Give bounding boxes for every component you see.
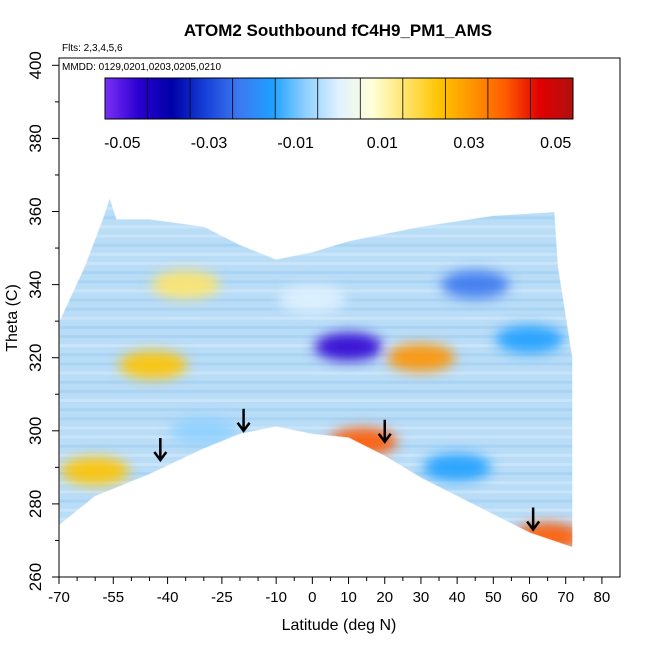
heatmap-feature xyxy=(423,453,492,482)
flight-arrow xyxy=(236,408,251,433)
heatmap-feature xyxy=(151,270,220,299)
x-tick-label: -70 xyxy=(48,589,70,606)
heatmap-band xyxy=(59,280,573,284)
heatmap-band xyxy=(59,426,573,430)
heatmap-feature xyxy=(119,351,188,380)
y-tick-label: 320 xyxy=(26,344,45,372)
x-tick-label: -10 xyxy=(265,589,287,606)
x-tick-label: -55 xyxy=(102,589,124,606)
x-tick-label: -40 xyxy=(157,589,179,606)
heatmap-band xyxy=(59,325,573,329)
plot-frame xyxy=(58,57,621,578)
heatmap-band xyxy=(59,508,573,512)
heatmap-band xyxy=(59,490,573,494)
heatmap-band xyxy=(59,462,573,466)
heatmap-band xyxy=(59,499,573,503)
heatmap-band xyxy=(59,225,573,229)
y-tick-label: 280 xyxy=(26,490,45,518)
heatmap-feature xyxy=(314,332,383,361)
colorbar-frame xyxy=(104,77,574,120)
flights-annotation: Flts: 2,3,4,5,6 xyxy=(62,43,123,54)
heatmap-band xyxy=(59,536,573,540)
x-tick-label: 20 xyxy=(376,589,393,606)
axes: -70 -55 -40 -25 -10 0 10 20 30 40 50 60 70 80 260 280 30… xyxy=(26,51,610,606)
plot-area xyxy=(58,194,574,549)
y-tick-label: 380 xyxy=(26,124,45,152)
y-tick-label: 340 xyxy=(26,270,45,298)
x-tick-label: 50 xyxy=(485,589,502,606)
heatmap-feature xyxy=(61,457,130,486)
heatmap-band xyxy=(59,371,573,375)
heatmap-band xyxy=(59,362,573,366)
heatmap-feature xyxy=(495,325,564,354)
x-axis-label: Latitude (deg N) xyxy=(282,617,397,634)
heatmap-feature xyxy=(169,416,238,445)
heatmap-feature xyxy=(441,270,510,299)
heatmap-feature xyxy=(278,285,347,314)
heatmap-band xyxy=(59,435,573,439)
x-tick-label: 0 xyxy=(308,589,316,606)
y-tick-label: 400 xyxy=(26,51,45,79)
x-tick-label: 70 xyxy=(557,589,574,606)
heatmap-band xyxy=(59,234,573,238)
heatmap-band xyxy=(59,389,573,393)
colorbar-tick-label: 0.03 xyxy=(453,135,484,152)
heatmap-band xyxy=(59,444,573,448)
heatmap-band xyxy=(59,408,573,412)
y-axis-label: Theta (C) xyxy=(4,284,21,352)
heatmap-band xyxy=(59,261,573,265)
chart-title: ATOM2 Southbound fC4H9_PM1_AMS xyxy=(184,21,492,40)
heatmap-band xyxy=(59,243,573,247)
heatmap-band xyxy=(59,517,573,521)
y-tick-label: 300 xyxy=(26,417,45,445)
colorbar-tick-label: 0.01 xyxy=(367,135,398,152)
x-tick-label: 60 xyxy=(521,589,538,606)
dates-annotation: MMDD: 0129,0201,0203,0205,0210 xyxy=(62,62,221,73)
heatmap-band xyxy=(59,380,573,384)
heatmap-feature xyxy=(329,427,398,456)
colorbar-tick-label: -0.05 xyxy=(104,135,141,152)
colorbar: -0.05 -0.03 -0.01 0.01 0.03 0.05 xyxy=(104,77,574,152)
heatmap-band xyxy=(59,271,573,275)
colorbar-tick-label: 0.05 xyxy=(540,135,571,152)
x-tick-label: 30 xyxy=(413,589,430,606)
y-tick-label: 360 xyxy=(26,197,45,225)
heatmap-band xyxy=(59,353,573,357)
x-tick-label: 40 xyxy=(449,589,466,606)
heatmap-band xyxy=(59,526,573,530)
heatmap-feature xyxy=(386,343,455,372)
heatmap-band xyxy=(59,207,573,211)
heatmap-band xyxy=(59,316,573,320)
colorbar-tick-label: -0.03 xyxy=(191,135,228,152)
x-tick-label: 10 xyxy=(340,589,357,606)
heatmap-band xyxy=(59,472,573,476)
flight-arrow xyxy=(377,419,392,444)
heatmap-band xyxy=(59,417,573,421)
y-tick-label: 260 xyxy=(26,563,45,591)
x-tick-label: 80 xyxy=(594,589,611,606)
heatmap-features xyxy=(61,270,573,548)
heatmap-band xyxy=(59,335,573,339)
colorbar-gradient xyxy=(105,78,573,119)
heatmap-band xyxy=(59,481,573,485)
x-tick-label: -25 xyxy=(211,589,233,606)
heatmap-band xyxy=(59,399,573,403)
flight-arrow xyxy=(526,507,541,532)
colorbar-tick-label: -0.01 xyxy=(277,135,314,152)
heatmap-band xyxy=(59,252,573,256)
domain-outline xyxy=(58,194,574,549)
heatmap-band xyxy=(59,453,573,457)
flight-arrow xyxy=(153,438,168,463)
